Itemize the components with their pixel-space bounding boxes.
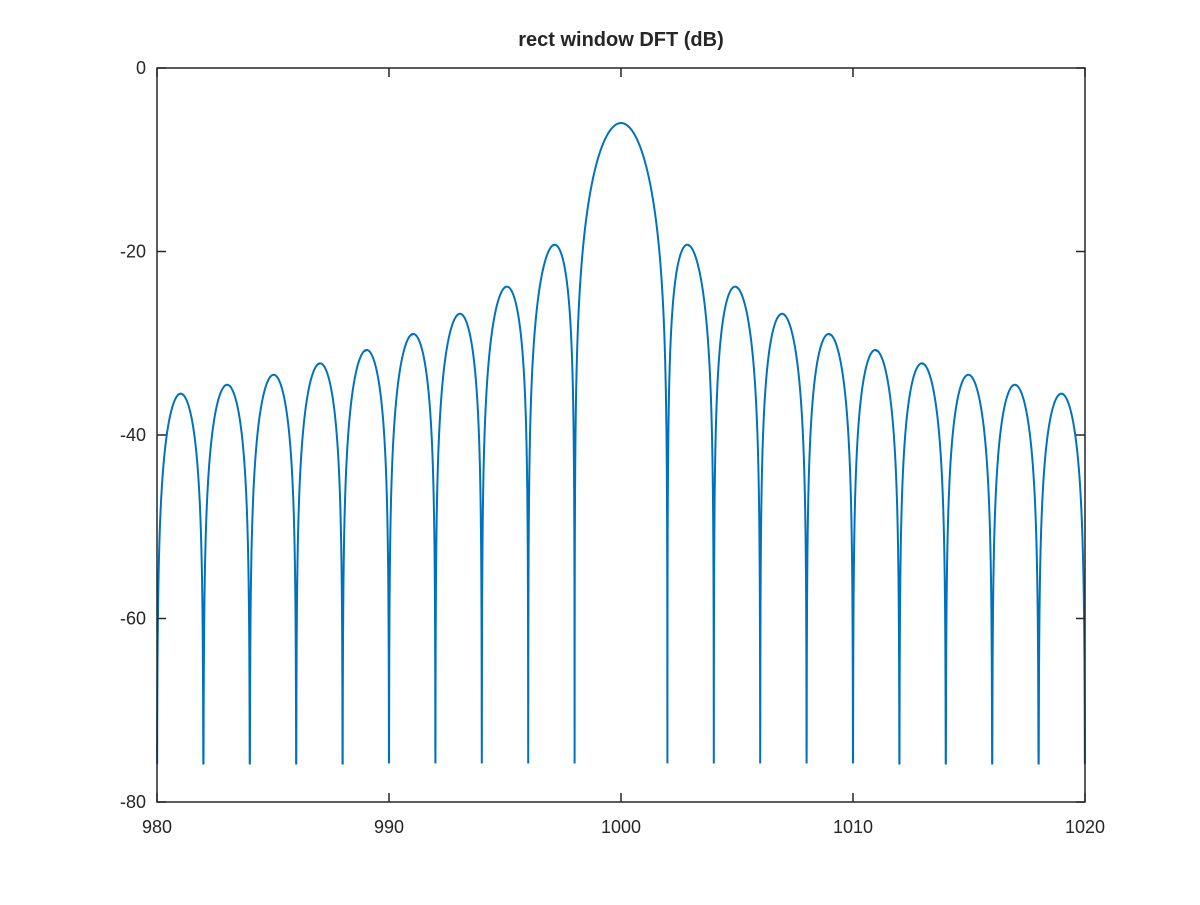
sidelobe-peak-point [553, 245, 555, 247]
sidelobe-peak-point [226, 384, 228, 386]
y-tick-label: -20 [120, 242, 146, 262]
y-tick-label: -40 [120, 425, 146, 445]
sidelobe-peak-point [736, 287, 738, 289]
sidelobe-peak-point [411, 335, 413, 337]
y-tick-label: 0 [136, 58, 146, 78]
sidelobe-peak-point [687, 245, 689, 247]
y-tick-label: -60 [120, 609, 146, 629]
x-tick-label: 1010 [833, 817, 873, 837]
series-layer [156, 122, 1086, 765]
sidelobe-peak-point [179, 394, 181, 396]
sidelobe-peak-point [318, 363, 320, 365]
sidelobe-peak-point [829, 335, 831, 337]
sidelobe-peak-point [272, 374, 274, 376]
sidelobe-peak-point [875, 351, 877, 353]
main-lobe-peak-point [620, 122, 622, 124]
sidelobe-peak-point [782, 314, 784, 316]
x-tick-label: 990 [374, 817, 404, 837]
axes-layer: 980 990 1000 1010 1020 0 -20 -40 -60 -80 [120, 58, 1105, 837]
plot-area [157, 68, 1085, 802]
sidelobe-peak-point [1061, 394, 1063, 396]
sidelobe-peak-point [922, 363, 924, 365]
sidelobe-peak-point [1014, 384, 1016, 386]
chart-title: rect window DFT (dB) [518, 29, 724, 51]
y-tick-label: -80 [120, 792, 146, 812]
sidelobe-peak-point [458, 314, 460, 316]
sidelobe-peak-point [504, 287, 506, 289]
x-tick-label: 1020 [1065, 817, 1105, 837]
x-tick-label: 980 [142, 817, 172, 837]
x-tick-label: 1000 [601, 817, 641, 837]
sidelobe-peak-point [968, 374, 970, 376]
sidelobe-peak-point [365, 351, 367, 353]
